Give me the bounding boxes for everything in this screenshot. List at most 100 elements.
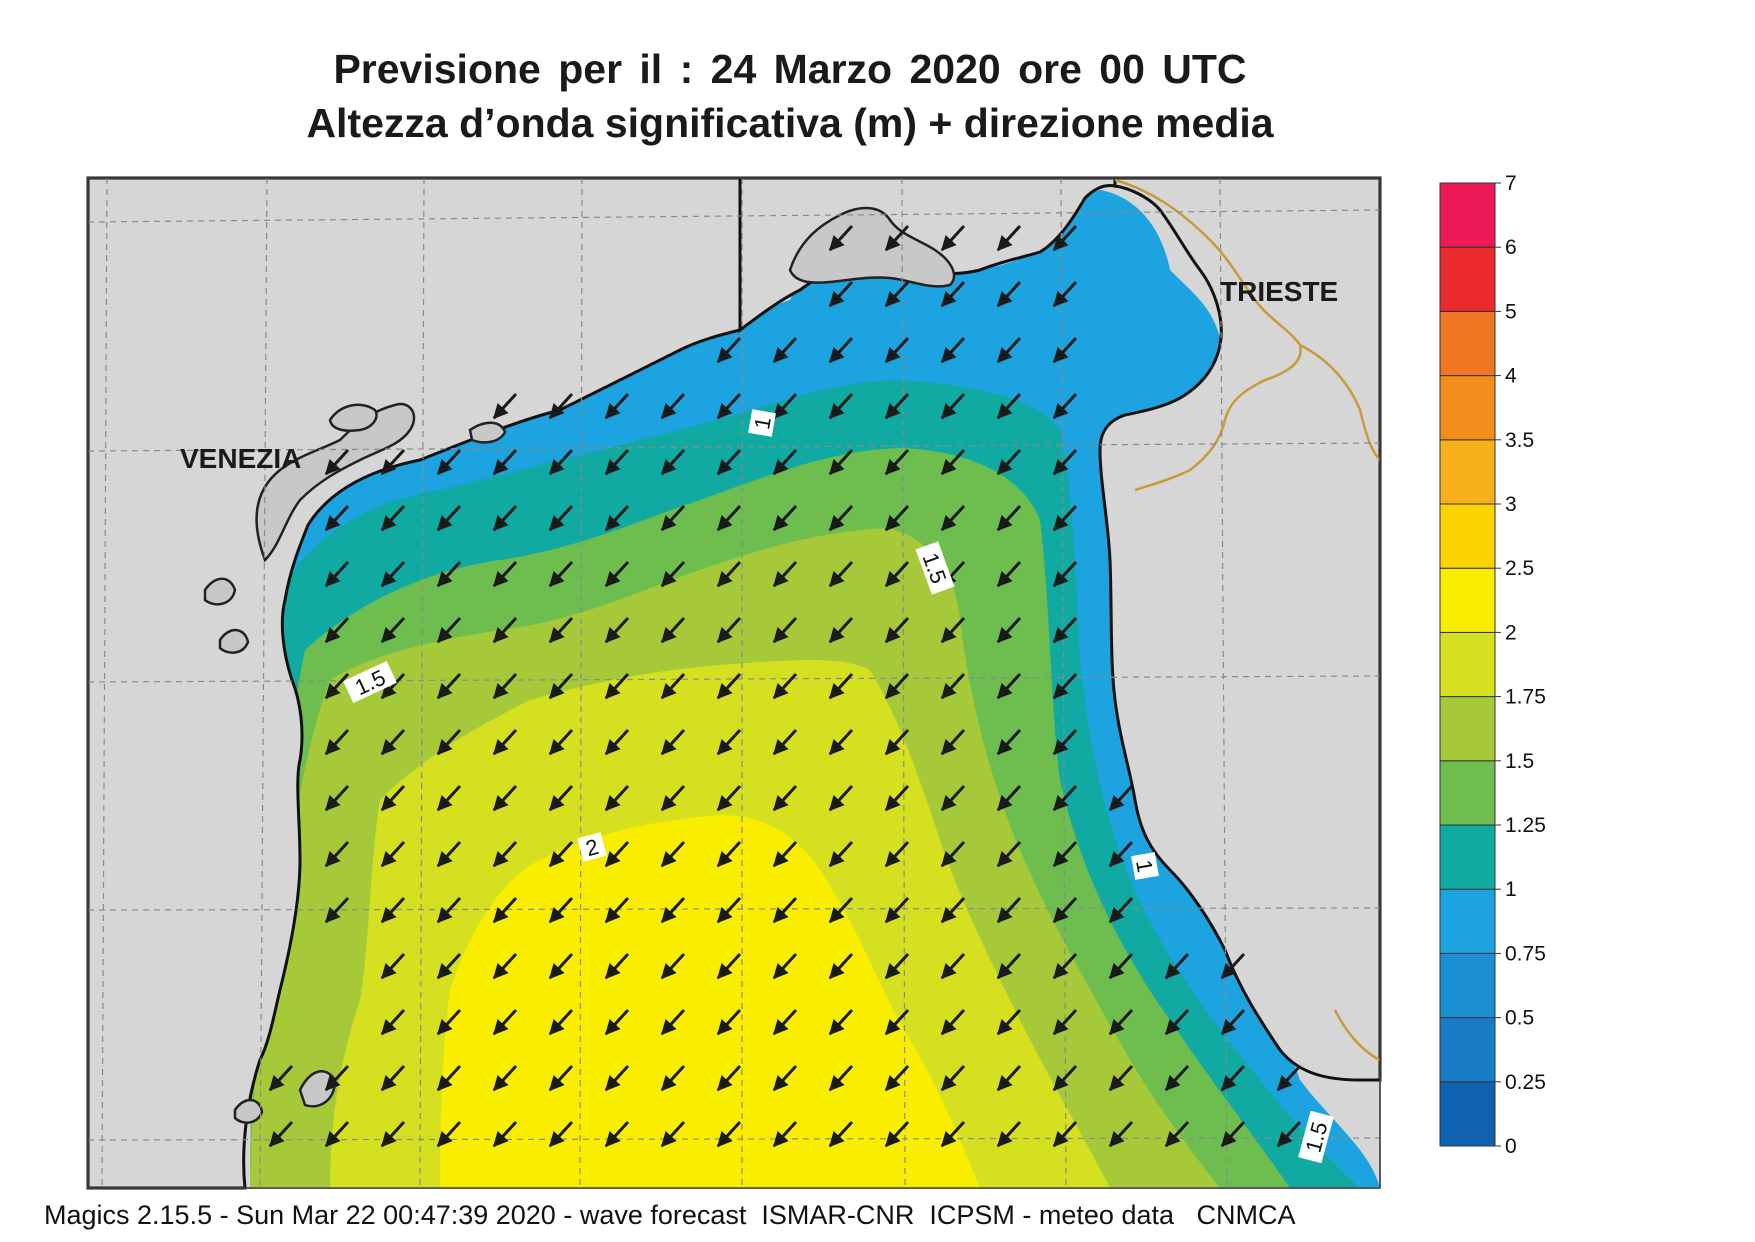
direction-arrow [1052, 560, 1078, 588]
direction-arrow [604, 1008, 630, 1036]
direction-arrow [436, 1120, 462, 1148]
direction-arrow [884, 896, 910, 924]
direction-arrow [660, 448, 686, 476]
direction-arrow [324, 504, 350, 532]
direction-arrow [772, 392, 798, 420]
direction-arrow [884, 336, 910, 364]
direction-arrow [660, 1008, 686, 1036]
direction-arrow [660, 840, 686, 868]
direction-arrow [884, 560, 910, 588]
direction-arrow [716, 728, 742, 756]
direction-arrow [1052, 280, 1078, 308]
direction-arrow [940, 1008, 966, 1036]
legend-tick-label: 7 [1505, 172, 1517, 195]
direction-arrow [772, 336, 798, 364]
direction-arrow [604, 672, 630, 700]
direction-arrow [380, 840, 406, 868]
legend-swatch [1439, 310, 1496, 377]
direction-arrow [548, 1008, 574, 1036]
direction-arrow [436, 1064, 462, 1092]
direction-arrow [772, 728, 798, 756]
direction-arrow [940, 728, 966, 756]
direction-arrow [492, 728, 518, 756]
direction-arrow [1052, 224, 1078, 252]
direction-arrow [1108, 784, 1134, 812]
legend-tick-label: 4 [1505, 365, 1517, 388]
direction-arrow [604, 728, 630, 756]
direction-arrow [548, 784, 574, 812]
direction-arrow [548, 896, 574, 924]
direction-arrow [324, 784, 350, 812]
direction-arrow [716, 336, 742, 364]
direction-arrow [1052, 336, 1078, 364]
direction-arrow [548, 448, 574, 476]
direction-arrow [884, 616, 910, 644]
direction-arrow [828, 224, 854, 252]
direction-arrow [996, 1064, 1022, 1092]
direction-arrow [660, 560, 686, 588]
direction-arrow [1220, 952, 1246, 980]
direction-arrow [884, 1008, 910, 1036]
direction-arrow [492, 616, 518, 644]
direction-arrow [940, 840, 966, 868]
direction-arrow [548, 840, 574, 868]
direction-arrow [884, 448, 910, 476]
direction-arrow [380, 784, 406, 812]
direction-arrow [996, 952, 1022, 980]
national-border [1114, 178, 1381, 492]
legend-swatch [1439, 824, 1496, 890]
legend-swatch [1439, 888, 1496, 954]
direction-arrow [380, 504, 406, 532]
direction-arrow [884, 952, 910, 980]
legend-swatch [1439, 439, 1496, 505]
direction-arrow [548, 504, 574, 532]
direction-arrow [660, 952, 686, 980]
venezia-label: VENEZIA [180, 443, 301, 474]
direction-arrow [380, 448, 406, 476]
direction-arrow [884, 1120, 910, 1148]
direction-arrow [1052, 896, 1078, 924]
direction-arrow [996, 1008, 1022, 1036]
direction-arrow [996, 392, 1022, 420]
direction-arrow [996, 672, 1022, 700]
direction-arrow [436, 896, 462, 924]
direction-arrow [324, 840, 350, 868]
direction-arrow [884, 504, 910, 532]
direction-arrow [716, 896, 742, 924]
direction-arrow [996, 336, 1022, 364]
contour-label-1-east: 1 [1131, 858, 1158, 874]
direction-arrow [772, 952, 798, 980]
direction-arrow [380, 672, 406, 700]
contour-labels: 1 1.5 1.5 2 1 1.5 [343, 409, 1334, 1164]
direction-arrow [548, 952, 574, 980]
direction-arrow [828, 336, 854, 364]
legend-swatch [1439, 696, 1496, 762]
direction-arrow [884, 224, 910, 252]
direction-arrow [828, 840, 854, 868]
direction-arrow [828, 1008, 854, 1036]
direction-arrow [604, 784, 630, 812]
direction-arrow [996, 728, 1022, 756]
direction-arrow [604, 1120, 630, 1148]
direction-arrow [772, 560, 798, 588]
direction-arrow [436, 504, 462, 532]
direction-arrow [1052, 616, 1078, 644]
direction-arrow [324, 448, 350, 476]
legend-swatch [1439, 952, 1496, 1019]
direction-arrow [940, 784, 966, 812]
direction-arrow [380, 560, 406, 588]
direction-arrow [604, 448, 630, 476]
direction-arrow [1108, 896, 1134, 924]
direction-arrow [1108, 840, 1134, 868]
venice-lagoon [203, 402, 507, 1124]
direction-arrow [1220, 1120, 1246, 1148]
direction-arrow [380, 952, 406, 980]
direction-arrow [716, 504, 742, 532]
legend-tick-label: 1.25 [1505, 814, 1546, 837]
direction-arrow [940, 1064, 966, 1092]
direction-arrow [660, 392, 686, 420]
direction-arrow [716, 952, 742, 980]
direction-arrow [1052, 1064, 1078, 1092]
legend-tick-label: 0 [1505, 1135, 1517, 1158]
